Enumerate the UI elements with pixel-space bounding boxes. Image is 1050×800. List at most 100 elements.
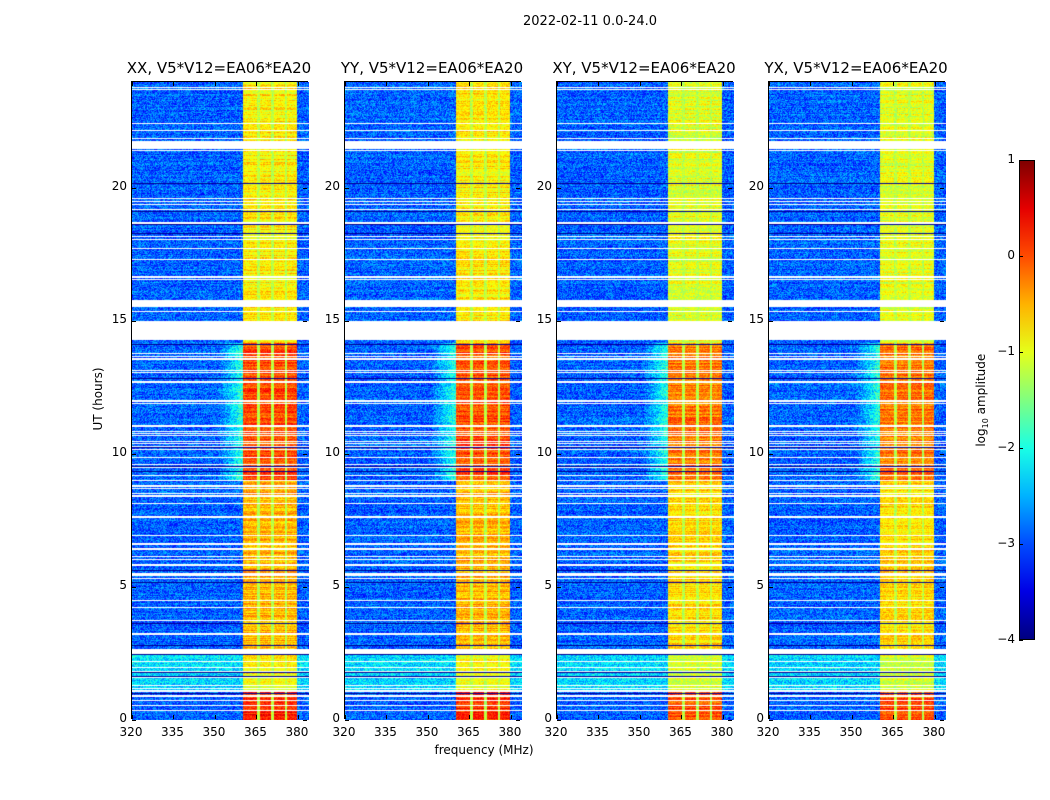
x-tick-mark bbox=[132, 82, 133, 86]
y-axis-label: UT (hours) bbox=[91, 367, 105, 431]
y-tick-mark bbox=[303, 587, 307, 589]
colorbar-tick-mark bbox=[1019, 448, 1023, 449]
colorbar-tick-mark bbox=[1019, 160, 1023, 161]
x-tick-label: 350 bbox=[627, 725, 651, 739]
colorbar-tick-label: −1 bbox=[997, 344, 1015, 358]
heatmap-image-1 bbox=[345, 82, 522, 720]
x-tick-mark bbox=[769, 82, 770, 86]
y-tick-mark bbox=[557, 587, 561, 589]
y-tick-label: 20 bbox=[324, 179, 340, 194]
y-tick-mark bbox=[557, 720, 561, 721]
x-tick-mark bbox=[345, 82, 346, 86]
x-tick-label: 350 bbox=[839, 725, 863, 739]
y-tick-mark bbox=[516, 454, 520, 456]
panel-title-2: XY, V5*V12=EA06*EA20 bbox=[552, 59, 736, 77]
y-tick-label: 20 bbox=[536, 179, 552, 194]
x-tick-mark bbox=[934, 715, 936, 719]
y-tick-label: 20 bbox=[748, 179, 764, 194]
x-tick-label: 335 bbox=[586, 725, 609, 739]
x-tick-label: 380 bbox=[922, 725, 946, 739]
y-tick-label: 15 bbox=[748, 312, 764, 327]
y-tick-mark bbox=[132, 188, 136, 190]
y-tick-mark bbox=[345, 454, 349, 456]
colorbar-tick-label: 0 bbox=[1007, 248, 1015, 262]
y-tick-mark bbox=[557, 188, 561, 190]
x-tick-label: 365 bbox=[881, 725, 904, 739]
colorbar-tick-label: −3 bbox=[997, 536, 1015, 550]
x-tick-mark bbox=[132, 715, 133, 719]
y-tick-label: 10 bbox=[536, 445, 552, 460]
y-tick-mark bbox=[303, 188, 307, 190]
colorbar-tick-mark bbox=[1019, 640, 1023, 641]
x-tick-mark bbox=[722, 715, 724, 719]
x-tick-mark bbox=[427, 715, 429, 719]
y-tick-mark bbox=[132, 454, 136, 456]
y-tick-mark bbox=[557, 321, 561, 323]
y-tick-mark bbox=[132, 321, 136, 323]
x-tick-mark bbox=[598, 715, 600, 719]
heatmap-panel-3 bbox=[768, 81, 946, 721]
x-tick-label: 320 bbox=[332, 725, 356, 739]
x-axis-label: frequency (MHz) bbox=[434, 743, 534, 757]
y-tick-label: 0 bbox=[544, 711, 552, 725]
x-tick-mark bbox=[297, 82, 299, 86]
y-tick-mark bbox=[132, 720, 136, 721]
x-tick-label: 335 bbox=[374, 725, 397, 739]
x-tick-mark bbox=[598, 82, 600, 86]
y-tick-mark bbox=[940, 587, 944, 589]
colorbar-tick-mark bbox=[1019, 256, 1023, 257]
y-tick-mark bbox=[516, 188, 520, 190]
x-tick-label: 350 bbox=[202, 725, 226, 739]
colorbar-tick-mark bbox=[1019, 352, 1023, 353]
y-tick-mark bbox=[728, 720, 732, 721]
y-tick-mark bbox=[345, 720, 349, 721]
y-tick-mark bbox=[769, 454, 773, 456]
y-tick-label: 5 bbox=[544, 578, 552, 593]
y-tick-label: 10 bbox=[748, 445, 764, 460]
y-tick-mark bbox=[132, 587, 136, 589]
x-tick-mark bbox=[639, 715, 641, 719]
y-tick-label: 15 bbox=[536, 312, 552, 327]
x-tick-label: 380 bbox=[498, 725, 522, 739]
y-tick-mark bbox=[769, 720, 773, 721]
colorbar-tick-label: −2 bbox=[997, 440, 1015, 454]
panel-title-1: YY, V5*V12=EA06*EA20 bbox=[340, 59, 524, 77]
x-tick-mark bbox=[681, 715, 683, 719]
colorbar-tick-mark bbox=[1019, 544, 1023, 545]
y-tick-label: 0 bbox=[332, 711, 340, 725]
heatmap-image-2 bbox=[557, 82, 734, 720]
y-tick-mark bbox=[769, 587, 773, 589]
x-tick-label: 320 bbox=[544, 725, 568, 739]
x-tick-mark bbox=[510, 715, 512, 719]
colorbar-label-rest: amplitude bbox=[973, 353, 988, 419]
x-tick-mark bbox=[851, 715, 853, 719]
x-tick-mark bbox=[557, 715, 558, 719]
y-tick-mark bbox=[557, 454, 561, 456]
y-tick-label: 10 bbox=[324, 445, 340, 460]
x-tick-mark bbox=[639, 82, 641, 86]
colorbar-tick-label: 1 bbox=[1007, 152, 1015, 166]
heatmap-panel-1 bbox=[344, 81, 522, 721]
y-tick-label: 0 bbox=[756, 711, 764, 725]
y-tick-mark bbox=[303, 321, 307, 323]
y-tick-mark bbox=[728, 587, 732, 589]
x-tick-label: 380 bbox=[710, 725, 734, 739]
colorbar-label-sub: 10 bbox=[981, 418, 991, 429]
y-tick-label: 5 bbox=[756, 578, 764, 593]
x-tick-label: 365 bbox=[669, 725, 692, 739]
x-tick-label: 365 bbox=[457, 725, 480, 739]
x-tick-mark bbox=[893, 715, 895, 719]
x-tick-label: 335 bbox=[798, 725, 821, 739]
x-tick-label: 380 bbox=[285, 725, 309, 739]
x-tick-mark bbox=[173, 715, 175, 719]
x-tick-mark bbox=[810, 82, 812, 86]
heatmap-panel-0 bbox=[131, 81, 309, 721]
y-tick-mark bbox=[940, 321, 944, 323]
y-tick-mark bbox=[940, 454, 944, 456]
y-tick-label: 15 bbox=[111, 312, 127, 327]
x-tick-mark bbox=[510, 82, 512, 86]
y-tick-label: 5 bbox=[119, 578, 127, 593]
x-tick-mark bbox=[893, 82, 895, 86]
x-tick-mark bbox=[934, 82, 936, 86]
x-tick-mark bbox=[469, 715, 471, 719]
